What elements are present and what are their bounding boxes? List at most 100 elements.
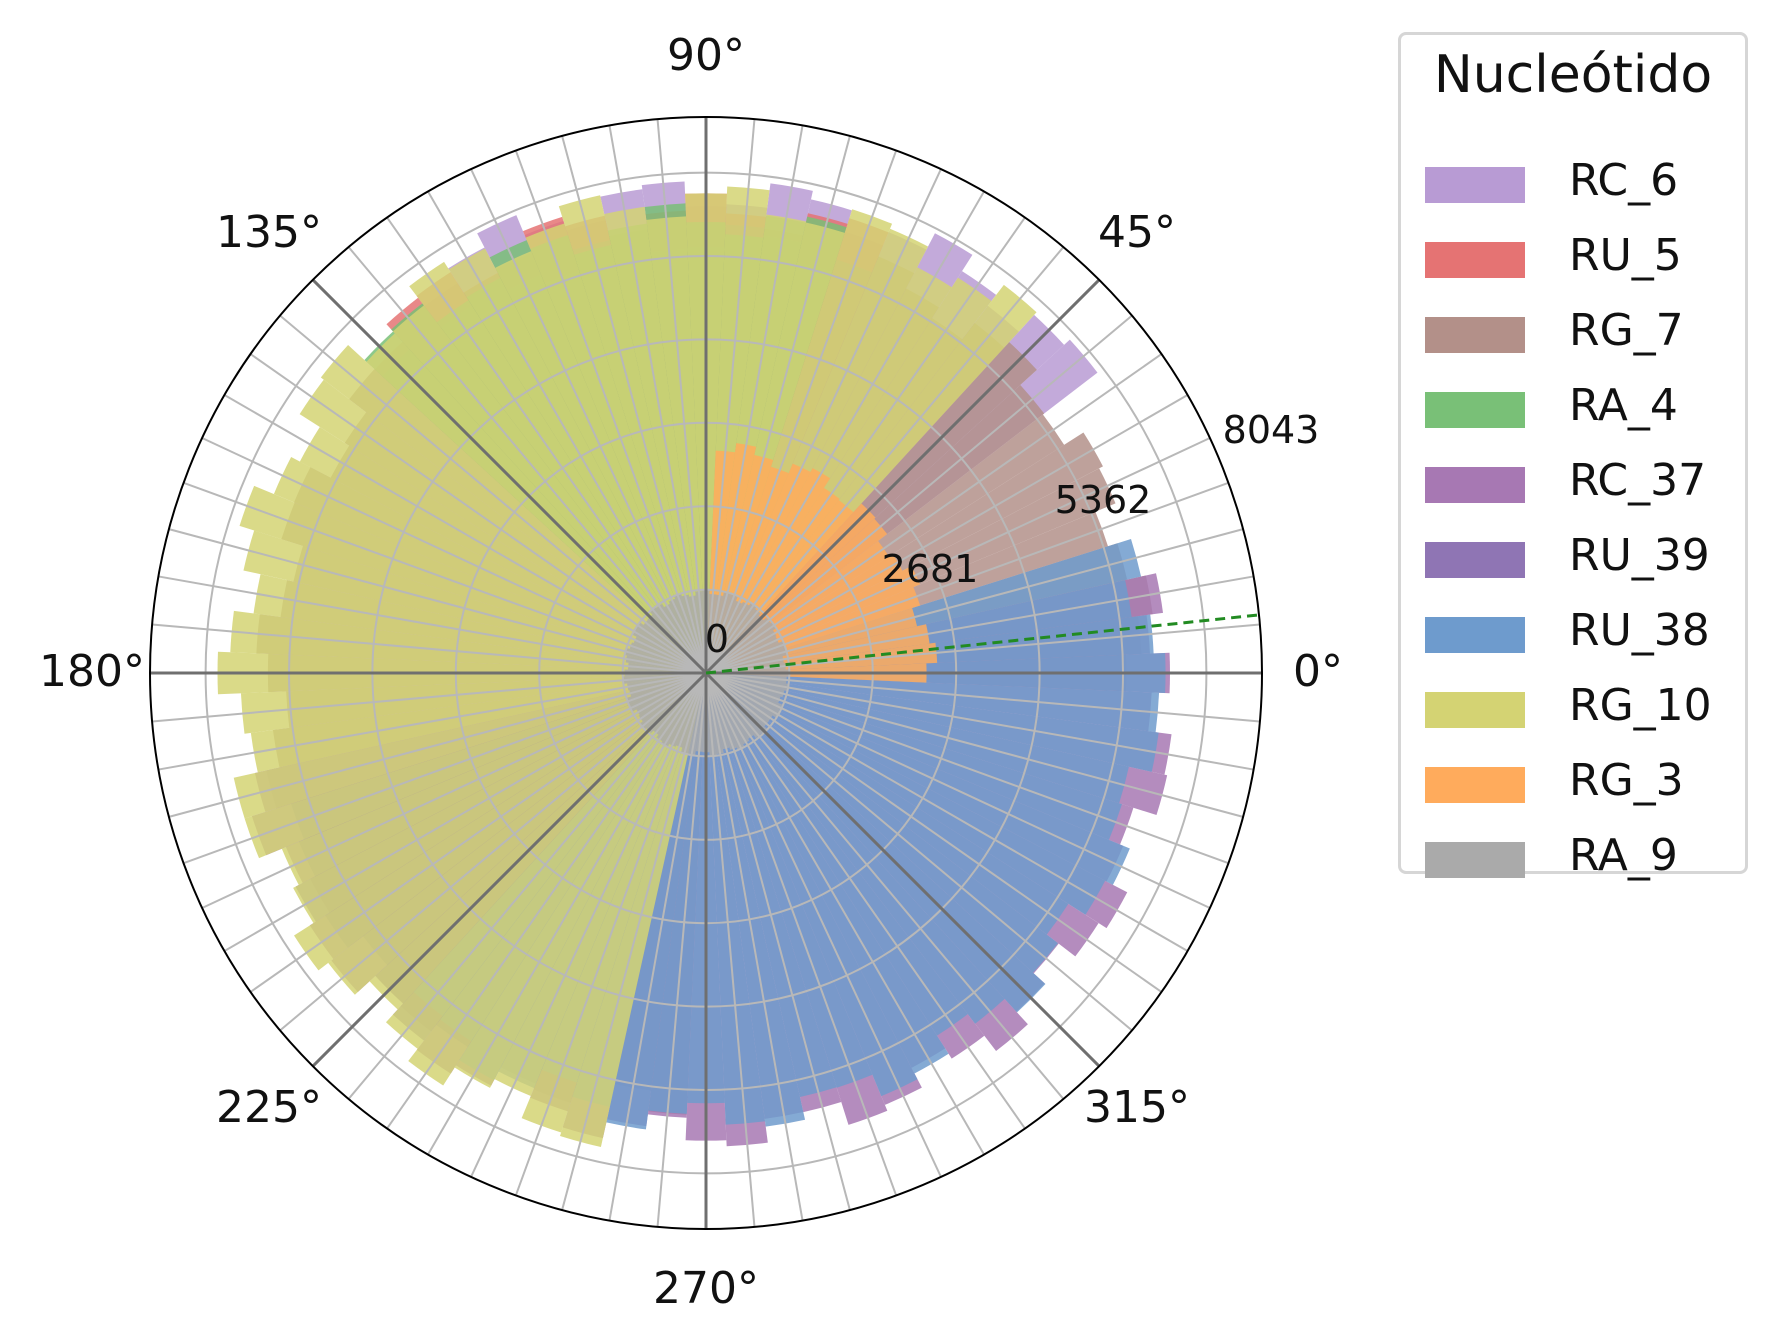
radial-gridline bbox=[608, 125, 707, 674]
legend-swatch bbox=[1425, 617, 1525, 653]
bar-RU_38 bbox=[706, 673, 806, 1127]
radial-gridline bbox=[705, 394, 1189, 674]
legend-label: RC_6 bbox=[1569, 155, 1679, 206]
bar-RG_10 bbox=[244, 673, 706, 859]
bar-RG_10 bbox=[495, 251, 706, 673]
bar-RG_10 bbox=[233, 673, 706, 819]
radial-gridline bbox=[514, 672, 707, 1196]
radial-gridline bbox=[386, 216, 707, 674]
radial-gridline bbox=[561, 135, 707, 674]
radial-gridline bbox=[705, 150, 898, 674]
radial-gridline bbox=[705, 528, 1244, 674]
radial-gridline bbox=[561, 672, 707, 1211]
radial-gridline bbox=[705, 246, 1065, 674]
bar-RU_38 bbox=[706, 673, 1159, 772]
radial-gridline bbox=[705, 672, 1026, 1130]
legend-label: RG_3 bbox=[1569, 755, 1684, 806]
radial-gridline bbox=[168, 528, 707, 674]
bar-RG_10 bbox=[454, 673, 706, 1088]
bar-RG_10 bbox=[560, 673, 706, 1148]
reference-line bbox=[705, 613, 1260, 675]
bar-RG_10 bbox=[273, 457, 706, 673]
legend-item: RC_37 bbox=[1401, 453, 1745, 513]
radial-gridline bbox=[223, 672, 707, 952]
angle-tick-label: 315° bbox=[1084, 1082, 1190, 1133]
bar-RG_10 bbox=[294, 673, 706, 971]
bar-RG_10 bbox=[521, 673, 706, 1133]
major-angle-line bbox=[704, 278, 1101, 675]
angle-tick-label: 270° bbox=[653, 1263, 759, 1314]
radial-gridline bbox=[705, 135, 851, 674]
radial-gridline bbox=[183, 481, 707, 674]
legend-swatch bbox=[1425, 242, 1525, 278]
radial-gridline bbox=[279, 314, 707, 674]
radial-gridline bbox=[223, 394, 707, 674]
radial-gridline bbox=[705, 190, 985, 674]
legend-swatch bbox=[1425, 167, 1525, 203]
radial-tick-label: 8043 bbox=[1223, 408, 1320, 452]
radial-gridline bbox=[183, 672, 707, 865]
radial-gridline bbox=[705, 672, 756, 1227]
legend-swatch bbox=[1425, 842, 1525, 878]
legend: Nucleótido RC_6 RU_5 RG_7 RA_4 RC_37 RU_39 RU_… bbox=[1398, 32, 1748, 881]
major-angle-line bbox=[311, 278, 708, 675]
radial-gridline bbox=[705, 672, 1211, 909]
radial-gridline bbox=[705, 672, 804, 1221]
legend-item: RA_9 bbox=[1401, 828, 1745, 888]
bar-RG_10 bbox=[646, 216, 706, 673]
radial-gridline bbox=[705, 672, 898, 1196]
angle-tick-label: 45° bbox=[1098, 207, 1176, 258]
legend-label: RG_7 bbox=[1569, 305, 1684, 356]
radial-gridline bbox=[705, 672, 942, 1178]
radial-gridline bbox=[705, 672, 1133, 1032]
radial-gridline bbox=[705, 481, 1229, 674]
radial-gridline bbox=[705, 437, 1211, 674]
legend-label: RU_5 bbox=[1569, 230, 1682, 281]
radial-gridline bbox=[705, 216, 1026, 674]
legend-label: RU_39 bbox=[1569, 530, 1710, 581]
radial-gridline bbox=[705, 353, 1163, 674]
radial-gridline bbox=[249, 353, 707, 674]
legend-swatch bbox=[1425, 392, 1525, 428]
radial-gridline bbox=[158, 672, 707, 771]
angle-tick-label: 0° bbox=[1293, 646, 1343, 697]
grid-group bbox=[150, 117, 1262, 1229]
bar-RG_10 bbox=[230, 610, 707, 673]
bar-RG_10 bbox=[281, 673, 706, 885]
bar-RG_10 bbox=[243, 530, 706, 673]
bar-RG_10 bbox=[240, 673, 706, 734]
radial-gridline bbox=[705, 672, 1260, 723]
bar-RG_10 bbox=[525, 223, 706, 673]
radial-gridline bbox=[705, 672, 1244, 818]
legend-label: RC_37 bbox=[1569, 455, 1707, 506]
legend-swatch bbox=[1425, 317, 1525, 353]
radial-gridline bbox=[347, 672, 707, 1100]
angle-tick-label: 180° bbox=[39, 646, 145, 697]
radial-gridline bbox=[279, 672, 707, 1032]
bar-RG_10 bbox=[239, 485, 706, 673]
radial-gridline bbox=[705, 119, 756, 674]
bar-RG_10 bbox=[408, 673, 706, 1086]
legend-label: RA_9 bbox=[1569, 830, 1678, 881]
legend-swatch bbox=[1425, 692, 1525, 728]
plot-border bbox=[149, 116, 1263, 1230]
radial-gridline bbox=[705, 125, 804, 674]
angle-tick-label: 225° bbox=[216, 1082, 322, 1133]
angle-tick-label: 135° bbox=[216, 207, 322, 258]
radial-gridline bbox=[158, 575, 707, 674]
bar-RU_38 bbox=[706, 673, 1160, 733]
radial-gridline bbox=[656, 119, 707, 674]
legend-item: RG_10 bbox=[1401, 678, 1745, 738]
legend-item: RU_39 bbox=[1401, 528, 1745, 588]
radial-gridline bbox=[705, 672, 1163, 993]
radial-gridline bbox=[470, 672, 707, 1178]
bar-RU_38 bbox=[706, 673, 1069, 935]
legend-title: Nucleótido bbox=[1433, 45, 1713, 105]
bar-RU_38 bbox=[706, 673, 949, 1074]
bar-RU_38 bbox=[706, 673, 968, 1036]
bar-RG_10 bbox=[409, 261, 706, 673]
legend-label: RA_4 bbox=[1569, 380, 1678, 431]
bar-RG_10 bbox=[494, 673, 706, 1097]
major-angle-line bbox=[311, 671, 708, 1068]
